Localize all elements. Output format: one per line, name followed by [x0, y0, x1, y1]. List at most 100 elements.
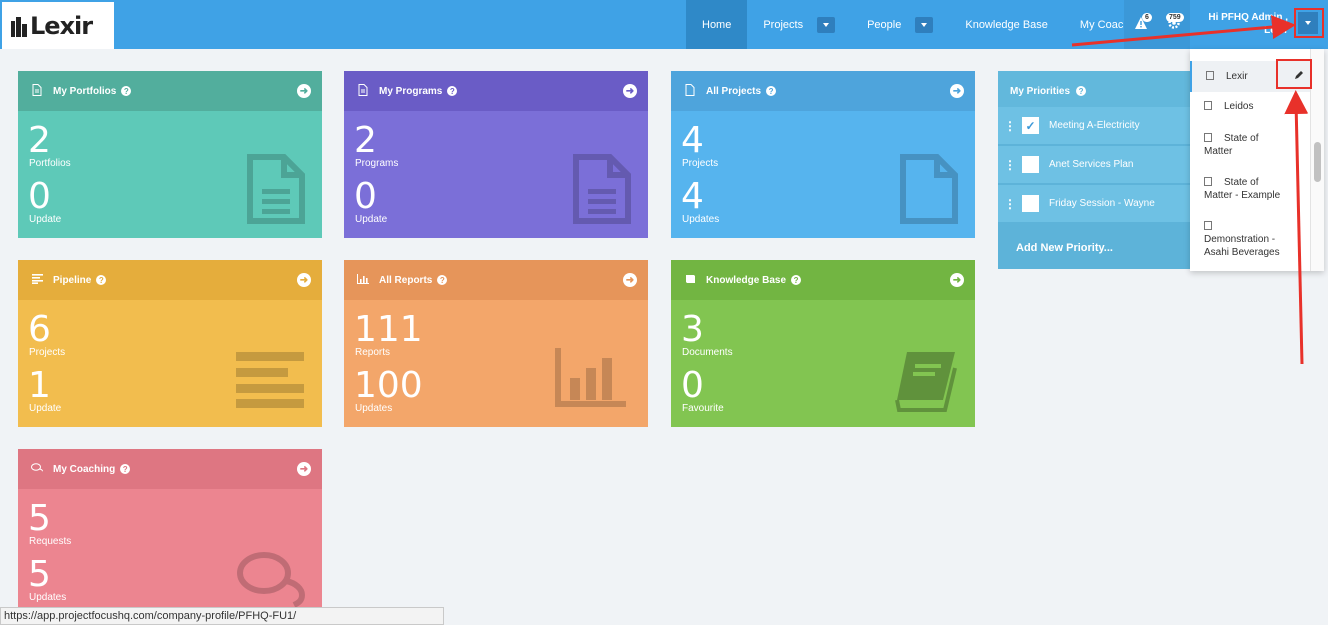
card-primary-count: 2 [28, 120, 51, 161]
arrow-right-icon[interactable]: ➜ [950, 273, 964, 287]
company-menu-item[interactable]: State of Matter [1190, 132, 1310, 158]
nav-people[interactable]: People [851, 0, 949, 49]
company-name-line-1: State of [1224, 133, 1259, 144]
building-icon [1206, 71, 1214, 80]
card-primary-count: 3 [681, 309, 704, 350]
priority-checkbox[interactable] [1022, 195, 1039, 212]
nav-home[interactable]: Home [686, 0, 748, 49]
my-priorities-panel: My Priorities ? ⋮ ✓ Meeting A-Electricit… [998, 71, 1194, 269]
card-title: All Projects [706, 85, 762, 97]
chevron-down-icon[interactable] [915, 16, 934, 33]
card-header: My Programs ? ➜ [344, 71, 648, 111]
company-name-line-2: Matter - Example [1204, 190, 1281, 201]
card-header: My Coaching ? ➜ [18, 449, 322, 489]
card-primary-label: Reports [355, 347, 391, 358]
bar-chart-icon [554, 348, 626, 413]
card-secondary-count: 1 [28, 365, 51, 406]
nav-home-label: Home [702, 18, 732, 31]
nav-people-label: People [867, 18, 902, 31]
card-secondary-count: 0 [28, 176, 51, 217]
company-menu-item[interactable]: State of Matter - Example [1190, 176, 1310, 202]
building-icon [1204, 177, 1212, 186]
card-header: Pipeline ? ➜ [18, 260, 322, 300]
priority-item[interactable]: ⋮ Anet Services Plan [998, 146, 1194, 183]
card-header: Knowledge Base ? ➜ [671, 260, 975, 300]
user-menu-toggle[interactable] [1298, 12, 1318, 34]
user-greeting[interactable]: Hi PFHQ Admin , Lexir [1200, 11, 1288, 37]
card-primary-count: 5 [28, 498, 51, 539]
card-header: All Reports ? ➜ [344, 260, 648, 300]
company-menu-item[interactable]: Lexir [1190, 61, 1310, 92]
card-my-programs[interactable]: My Programs ? ➜ 2 Programs 0 Update [344, 71, 648, 238]
card-secondary-label: Favourite [682, 403, 724, 414]
company-name: Lexir [1226, 71, 1248, 82]
dropdown-scrollbar-thumb[interactable] [1314, 142, 1321, 182]
priority-item[interactable]: ⋮ Friday Session - Wayne [998, 185, 1194, 222]
card-primary-label: Requests [29, 536, 72, 547]
nav-knowledge-base[interactable]: Knowledge Base [949, 0, 1064, 49]
card-secondary-count: 100 [354, 365, 423, 406]
drag-handle-icon[interactable]: ⋮ [1004, 196, 1016, 211]
top-navbar: Lexir [0, 0, 1328, 49]
comments-icon [30, 462, 44, 476]
card-secondary-label: Update [29, 214, 62, 225]
arrow-right-icon[interactable]: ➜ [623, 273, 637, 287]
priorities-title: My Priorities [1010, 85, 1071, 97]
priority-label: Friday Session - Wayne [1049, 198, 1155, 209]
card-knowledge-base[interactable]: Knowledge Base ? ➜ 3 Documents 0 Favouri… [671, 260, 975, 427]
card-my-coaching[interactable]: My Coaching ? ➜ 5 Requests 5 Updates [18, 449, 322, 616]
card-secondary-label: Updates [29, 592, 67, 603]
help-icon[interactable]: ? [120, 464, 131, 474]
document-icon [246, 153, 306, 230]
add-new-priority-link[interactable]: Add New Priority... [1016, 242, 1113, 254]
priority-checkbox[interactable] [1022, 156, 1039, 173]
priority-item[interactable]: ⋮ ✓ Meeting A-Electricity [998, 107, 1194, 144]
book-icon [893, 350, 959, 417]
help-icon[interactable]: ? [437, 275, 448, 285]
brand-logo[interactable]: Lexir [2, 2, 114, 49]
company-menu-item[interactable]: Demonstration - Asahi Beverages [1190, 220, 1310, 259]
notification-count-badge: 759 [1166, 13, 1184, 22]
nav-projects[interactable]: Projects [747, 0, 851, 49]
card-title: My Programs [379, 85, 443, 97]
card-my-portfolios[interactable]: My Portfolios ? ➜ 2 Portfolios 0 Update [18, 71, 322, 238]
company-menu-item[interactable]: Leidos [1190, 100, 1310, 113]
book-icon [683, 274, 697, 287]
card-secondary-count: 0 [681, 365, 704, 406]
card-primary-label: Projects [29, 347, 66, 358]
card-all-reports[interactable]: All Reports ? ➜ 111 Reports 100 Updates [344, 260, 648, 427]
help-icon[interactable]: ? [96, 275, 107, 285]
document-icon [356, 83, 370, 99]
logo-text: Lexir [30, 11, 93, 40]
arrow-right-icon[interactable]: ➜ [297, 273, 311, 287]
card-secondary-label: Updates [355, 403, 393, 414]
help-icon[interactable]: ? [1076, 86, 1087, 96]
card-title: All Reports [379, 274, 433, 286]
arrow-right-icon[interactable]: ➜ [950, 84, 964, 98]
card-pipeline[interactable]: Pipeline ? ➜ 6 Projects 1 Update [18, 260, 322, 427]
arrow-right-icon[interactable]: ➜ [297, 462, 311, 476]
arrow-right-icon[interactable]: ➜ [297, 84, 311, 98]
list-icon [30, 273, 44, 287]
file-icon [899, 153, 959, 230]
arrow-right-icon[interactable]: ➜ [623, 84, 637, 98]
drag-handle-icon[interactable]: ⋮ [1004, 157, 1016, 172]
company-name-line-1: Demonstration - [1204, 234, 1276, 245]
card-primary-label: Documents [682, 347, 733, 358]
priority-checkbox[interactable]: ✓ [1022, 117, 1039, 134]
help-icon[interactable]: ? [447, 86, 458, 96]
priority-label: Meeting A-Electricity [1049, 120, 1140, 131]
chevron-down-icon[interactable] [817, 16, 836, 33]
drag-handle-icon[interactable]: ⋮ [1004, 118, 1016, 133]
help-icon[interactable]: ? [121, 86, 132, 96]
card-secondary-label: Updates [682, 214, 720, 225]
card-primary-count: 2 [354, 120, 377, 161]
card-primary-label: Projects [682, 158, 719, 169]
gear-icon[interactable] [1168, 17, 1180, 32]
help-icon[interactable]: ? [766, 86, 777, 96]
notifications-area [1124, 0, 1190, 49]
help-icon[interactable]: ? [791, 275, 802, 285]
card-all-projects[interactable]: All Projects ? ➜ 4 Projects 4 Updates [671, 71, 975, 238]
pencil-icon[interactable] [1294, 70, 1304, 83]
comments-icon [236, 551, 306, 612]
